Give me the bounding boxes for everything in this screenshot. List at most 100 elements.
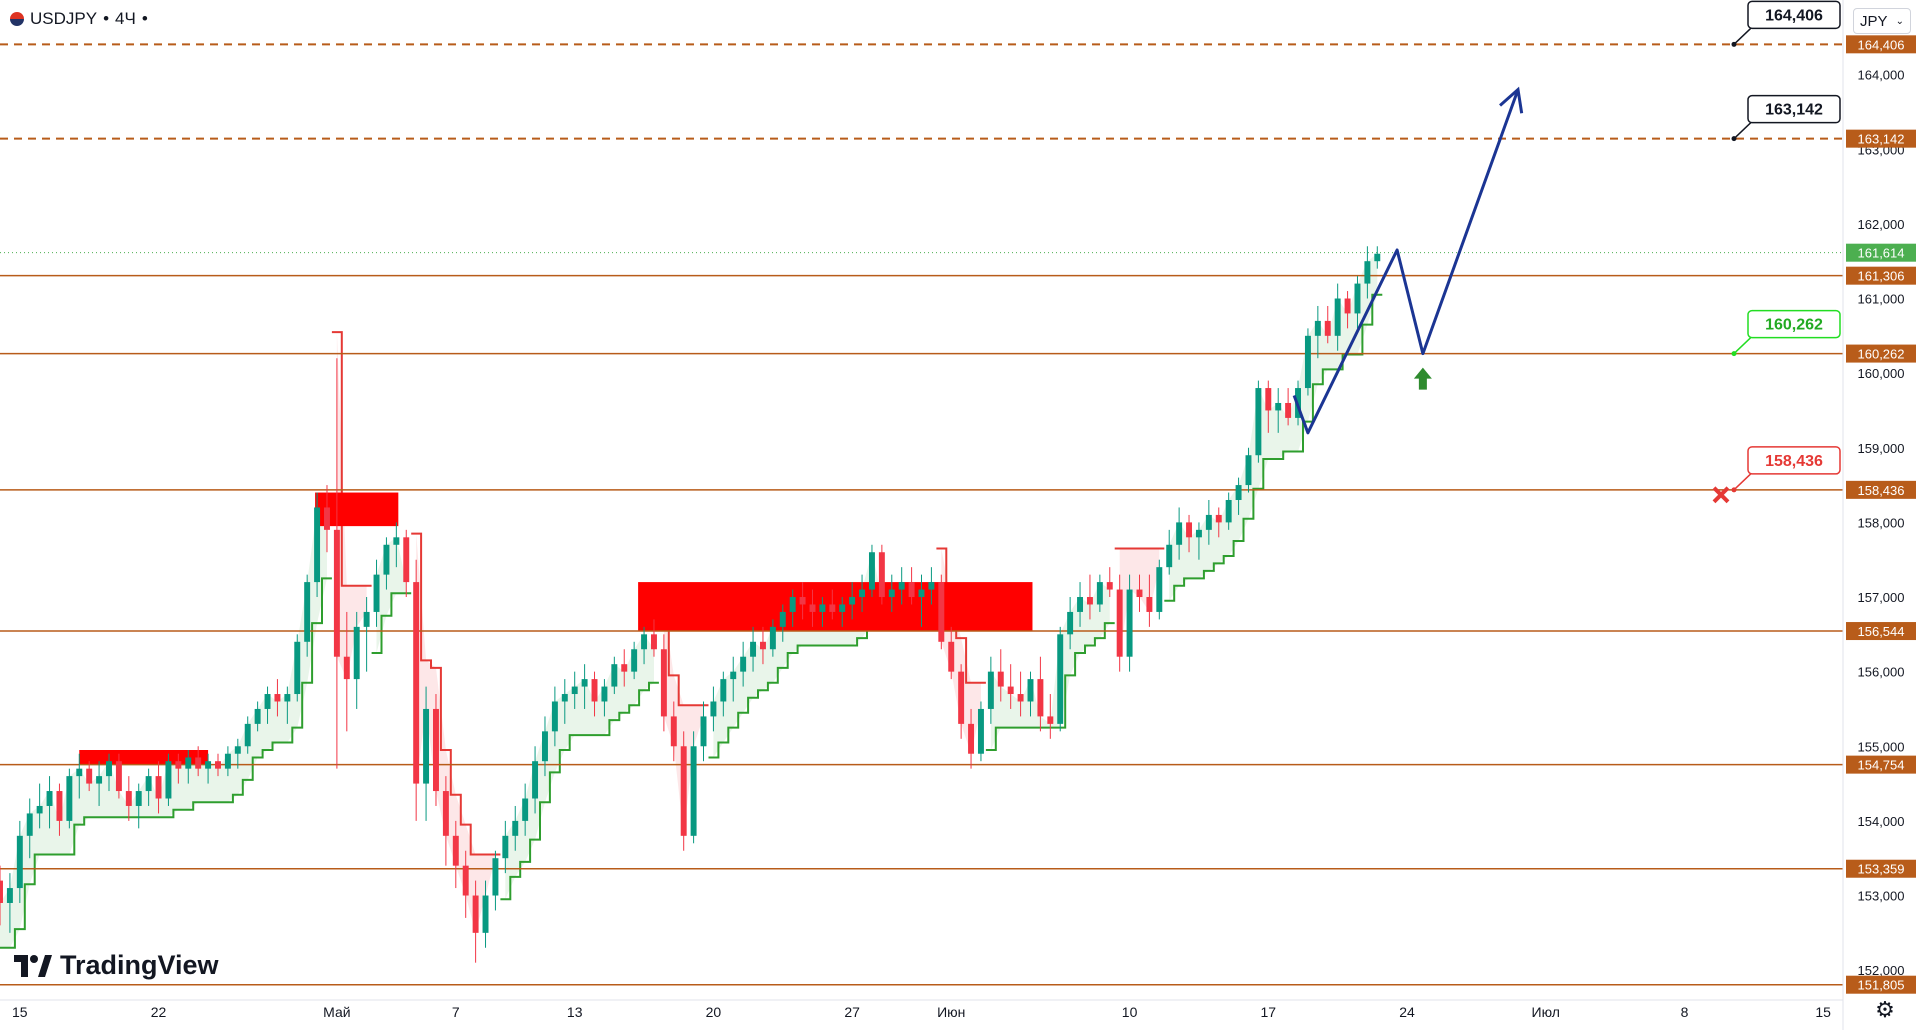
candle-body [423,708,430,784]
candle-body [433,708,439,792]
candle [551,686,558,747]
long-entry-arrow-icon [1413,367,1432,390]
candle-body [1096,582,1103,605]
candle-body [650,634,657,650]
price-tick-label: 160,000 [1858,366,1905,381]
candle [86,761,93,792]
time-tick-label: Июл [1532,1004,1560,1020]
candle-body [690,746,697,836]
gear-icon[interactable]: ⚙ [1875,997,1895,1022]
candle-body [779,611,786,627]
candle [413,559,420,821]
candle [165,753,172,806]
candle-body [175,761,182,769]
candle-body [799,597,806,605]
candle-body [46,791,53,806]
resistance-fill [336,332,367,680]
candle [482,880,489,948]
candle-body [383,544,390,575]
resistance-fill [941,548,981,754]
candle-body [343,656,350,680]
price-tick-label: 164,000 [1858,68,1905,83]
candle-body [155,776,162,799]
candle-body [1314,320,1321,336]
candle-body [1195,529,1202,538]
tradingview-logo[interactable]: TradingView [14,950,219,981]
time-tick-label: 27 [844,1004,860,1020]
candle [789,589,796,627]
candle-body [1116,589,1123,657]
candle [928,567,935,605]
candle [908,567,915,605]
candle-body [1364,261,1371,284]
candle-body [76,768,83,777]
price-tag-bg [1846,480,1916,499]
level-callouts[interactable]: 164,406 163,142 160,262 158,436 [1731,0,1841,493]
candle [1007,664,1014,709]
price-tag-bg [1846,622,1916,641]
support-line [371,592,412,654]
candle-body [1354,283,1361,314]
support-fill [0,507,327,948]
candle-body [56,791,63,821]
candle-body [224,753,231,769]
price-tick-label: 158,000 [1858,515,1905,530]
timeframe[interactable]: 4Ч [115,9,136,28]
candle [859,574,866,612]
candle-body [829,604,836,612]
resistance-line [411,532,501,856]
candle [958,664,965,739]
candle [532,746,539,814]
candle [462,850,469,918]
candle-body [1106,582,1113,590]
resistance-line [936,547,986,684]
price-axis[interactable]: 152,000 153,000 154,000 155,000 156,000 157,0… [1842,0,1916,1030]
candle-body [363,611,370,627]
candle-body [96,776,103,784]
horizontal-levels[interactable] [0,43,1843,986]
candle [878,544,885,605]
callout-label: 164,406 [1765,7,1823,24]
time-tick-label: 15 [12,1004,28,1020]
candle [1116,574,1123,672]
candle-body [135,791,142,806]
candle [373,559,380,627]
candle-body [1017,694,1024,702]
candle-body [1215,514,1222,523]
candle [1265,380,1272,433]
chart-header: USDJPY • 4Ч • [10,9,148,29]
level-price-tag: 156,544 [1846,622,1916,641]
price-tick-label: 152,000 [1858,963,1905,978]
support-fill [1169,253,1378,601]
symbol[interactable]: USDJPY [30,9,98,28]
candle [512,805,519,851]
forecast-path[interactable] [1292,86,1730,504]
price-tag-bg [1846,266,1916,285]
candle [215,753,221,777]
candle-body [1176,522,1183,545]
candle-body [324,507,330,530]
price-tag-bg [1846,755,1916,774]
candle [403,529,410,598]
candle-body [591,679,598,702]
level-price-tag: 158,436 [1846,480,1916,499]
candle-body [393,537,400,545]
candle-body [819,604,826,612]
candle [779,604,786,642]
candle-body [492,858,499,896]
candle-body [769,626,776,650]
callout-anchor [1731,487,1737,493]
price-tag-label: 153,359 [1858,862,1905,877]
candle-body [522,798,529,821]
candle [1195,522,1202,560]
candle [106,753,112,792]
currency-selector[interactable]: JPY ⌄ [1853,8,1911,34]
candle-body [680,746,687,836]
time-axis[interactable]: 15 22 Май 7 13 20 27 Июн 10 17 24 Июл 8 15 [0,999,1843,1020]
current-price-tag: 161,614 [1846,243,1916,262]
candle-body [234,746,241,754]
candle [561,679,568,724]
candle-body [36,805,43,814]
forecast-line [1292,89,1520,435]
